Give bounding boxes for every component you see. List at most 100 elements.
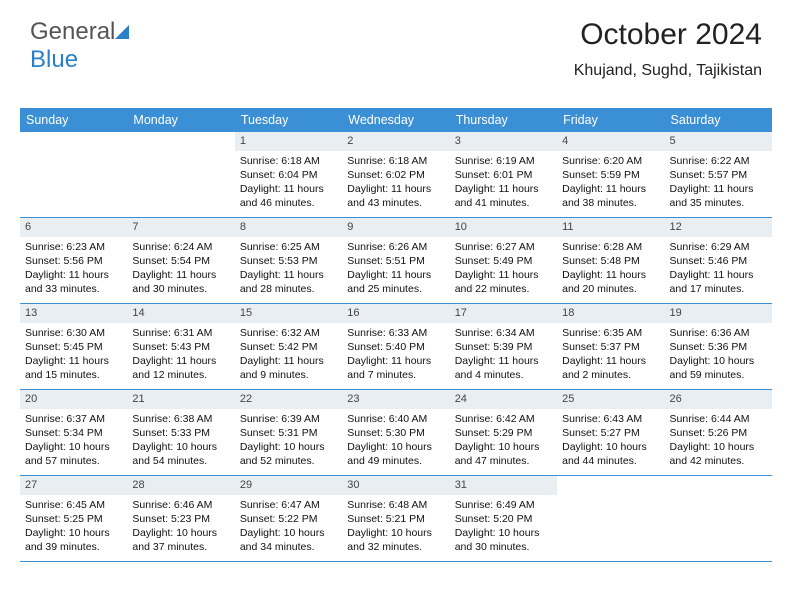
logo: General Blue: [30, 18, 133, 74]
sunrise-line: Sunrise: 6:46 AM: [132, 498, 230, 512]
day-number: 29: [235, 476, 342, 495]
day-number: 12: [665, 218, 772, 237]
daylight-line: Daylight: 11 hours and 20 minutes.: [562, 268, 660, 296]
sunrise-line: Sunrise: 6:38 AM: [132, 412, 230, 426]
daylight-line: Daylight: 10 hours and 32 minutes.: [347, 526, 445, 554]
day-cell: 29Sunrise: 6:47 AMSunset: 5:22 PMDayligh…: [235, 476, 342, 561]
week-row: 20Sunrise: 6:37 AMSunset: 5:34 PMDayligh…: [20, 390, 772, 476]
sunset-line: Sunset: 5:23 PM: [132, 512, 230, 526]
dow-cell: Saturday: [665, 108, 772, 132]
day-cell: 16Sunrise: 6:33 AMSunset: 5:40 PMDayligh…: [342, 304, 449, 389]
day-number: 21: [127, 390, 234, 409]
daylight-line: Daylight: 11 hours and 9 minutes.: [240, 354, 338, 382]
daylight-line: Daylight: 11 hours and 35 minutes.: [670, 182, 768, 210]
day-of-week-header: SundayMondayTuesdayWednesdayThursdayFrid…: [20, 108, 772, 132]
sunset-line: Sunset: 5:49 PM: [455, 254, 553, 268]
sunrise-line: Sunrise: 6:20 AM: [562, 154, 660, 168]
daylight-line: Daylight: 10 hours and 39 minutes.: [25, 526, 123, 554]
day-number: 31: [450, 476, 557, 495]
daylight-line: Daylight: 11 hours and 15 minutes.: [25, 354, 123, 382]
sunset-line: Sunset: 5:46 PM: [670, 254, 768, 268]
daylight-line: Daylight: 10 hours and 47 minutes.: [455, 440, 553, 468]
day-cell: 27 Sunrise: 6:45 AMSunset: 5:25 PMDayligh…: [20, 476, 127, 561]
title-block: October 2024 Khujand, Sughd, Tajikistan: [574, 18, 762, 80]
dow-cell: Sunday: [20, 108, 127, 132]
daylight-line: Daylight: 10 hours and 42 minutes.: [670, 440, 768, 468]
day-cell: 30Sunrise: 6:48 AMSunset: 5:21 PMDayligh…: [342, 476, 449, 561]
daylight-line: Daylight: 11 hours and 25 minutes.: [347, 268, 445, 296]
sunset-line: Sunset: 5:53 PM: [240, 254, 338, 268]
day-cell: 6 Sunrise: 6:23 AMSunset: 5:56 PMDaylight…: [20, 218, 127, 303]
day-cell: 24Sunrise: 6:42 AMSunset: 5:29 PMDayligh…: [450, 390, 557, 475]
daylight-line: Daylight: 10 hours and 57 minutes.: [25, 440, 123, 468]
day-number: 15: [235, 304, 342, 323]
sunset-line: Sunset: 5:48 PM: [562, 254, 660, 268]
day-cell: 4Sunrise: 6:20 AMSunset: 5:59 PMDaylight…: [557, 132, 664, 217]
day-number: 16: [342, 304, 449, 323]
week-row: 1Sunrise: 6:18 AMSunset: 6:04 PMDaylight…: [20, 132, 772, 218]
day-number: 28: [127, 476, 234, 495]
daylight-line: Daylight: 10 hours and 37 minutes.: [132, 526, 230, 554]
sunrise-line: Sunrise: 6:19 AM: [455, 154, 553, 168]
sunset-line: Sunset: 5:25 PM: [25, 512, 123, 526]
day-cell-empty: [20, 132, 127, 217]
sunset-line: Sunset: 5:51 PM: [347, 254, 445, 268]
day-number: 11: [557, 218, 664, 237]
day-cell: 9Sunrise: 6:26 AMSunset: 5:51 PMDaylight…: [342, 218, 449, 303]
dow-cell: Wednesday: [342, 108, 449, 132]
day-number: 10: [450, 218, 557, 237]
week-row: 6Sunrise: 6:23 AMSunset: 5:56 PMDaylight…: [20, 218, 772, 304]
day-number: 6: [20, 218, 127, 237]
sunset-line: Sunset: 6:02 PM: [347, 168, 445, 182]
sunrise-line: Sunrise: 6:34 AM: [455, 326, 553, 340]
sunset-line: Sunset: 5:56 PM: [25, 254, 123, 268]
daylight-line: Daylight: 10 hours and 44 minutes.: [562, 440, 660, 468]
sunset-line: Sunset: 5:45 PM: [25, 340, 123, 354]
sunset-line: Sunset: 5:21 PM: [347, 512, 445, 526]
day-cell: 2Sunrise: 6:18 AMSunset: 6:02 PMDaylight…: [342, 132, 449, 217]
sunrise-line: Sunrise: 6:33 AM: [347, 326, 445, 340]
day-number: 26: [665, 390, 772, 409]
dow-cell: Friday: [557, 108, 664, 132]
day-number: 5: [665, 132, 772, 151]
day-cell: 28 Sunrise: 6:46 AMSunset: 5:23 PMDayligh…: [127, 476, 234, 561]
dow-cell: Monday: [127, 108, 234, 132]
sunrise-line: Sunrise: 6:37 AM: [25, 412, 123, 426]
daylight-line: Daylight: 11 hours and 17 minutes.: [670, 268, 768, 296]
sunset-line: Sunset: 5:31 PM: [240, 426, 338, 440]
sunrise-line: Sunrise: 6:23 AM: [25, 240, 123, 254]
sunrise-line: Sunrise: 6:44 AM: [670, 412, 768, 426]
day-cell: 10Sunrise: 6:27 AMSunset: 5:49 PMDayligh…: [450, 218, 557, 303]
day-cell: 21Sunrise: 6:38 AMSunset: 5:33 PMDayligh…: [127, 390, 234, 475]
sunset-line: Sunset: 6:04 PM: [240, 168, 338, 182]
dow-cell: Thursday: [450, 108, 557, 132]
daylight-line: Daylight: 11 hours and 46 minutes.: [240, 182, 338, 210]
daylight-line: Daylight: 11 hours and 4 minutes.: [455, 354, 553, 382]
daylight-line: Daylight: 11 hours and 33 minutes.: [25, 268, 123, 296]
sunrise-line: Sunrise: 6:36 AM: [670, 326, 768, 340]
sunrise-line: Sunrise: 6:35 AM: [562, 326, 660, 340]
day-cell: 22Sunrise: 6:39 AMSunset: 5:31 PMDayligh…: [235, 390, 342, 475]
sunset-line: Sunset: 5:34 PM: [25, 426, 123, 440]
day-cell: 18Sunrise: 6:35 AMSunset: 5:37 PMDayligh…: [557, 304, 664, 389]
sunset-line: Sunset: 5:57 PM: [670, 168, 768, 182]
day-number: 7: [127, 218, 234, 237]
weeks-container: 1Sunrise: 6:18 AMSunset: 6:04 PMDaylight…: [20, 132, 772, 562]
logo-sail-icon: [113, 23, 133, 41]
day-number: 25: [557, 390, 664, 409]
sunset-line: Sunset: 5:42 PM: [240, 340, 338, 354]
day-number: 17: [450, 304, 557, 323]
day-cell: 1Sunrise: 6:18 AMSunset: 6:04 PMDaylight…: [235, 132, 342, 217]
sunset-line: Sunset: 5:29 PM: [455, 426, 553, 440]
sunset-line: Sunset: 5:37 PM: [562, 340, 660, 354]
sunrise-line: Sunrise: 6:45 AM: [25, 498, 123, 512]
sunrise-line: Sunrise: 6:43 AM: [562, 412, 660, 426]
sunset-line: Sunset: 5:40 PM: [347, 340, 445, 354]
day-cell: 7Sunrise: 6:24 AMSunset: 5:54 PMDaylight…: [127, 218, 234, 303]
day-cell: 11Sunrise: 6:28 AMSunset: 5:48 PMDayligh…: [557, 218, 664, 303]
day-cell-empty: [557, 476, 664, 561]
sunrise-line: Sunrise: 6:27 AM: [455, 240, 553, 254]
sunset-line: Sunset: 5:22 PM: [240, 512, 338, 526]
day-number: 27: [20, 476, 127, 495]
day-cell: 26Sunrise: 6:44 AMSunset: 5:26 PMDayligh…: [665, 390, 772, 475]
